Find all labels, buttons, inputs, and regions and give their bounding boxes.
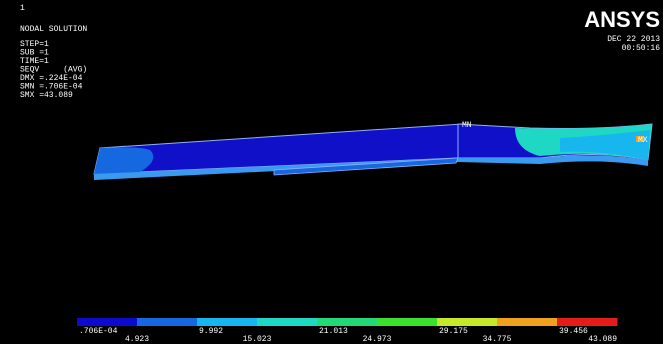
legend-swatch xyxy=(197,318,258,326)
date: DEC 22 2013 xyxy=(607,35,660,44)
result-title: NODAL SOLUTION xyxy=(20,25,87,34)
legend-label: 4.923 xyxy=(125,335,149,344)
legend-label: 34.775 xyxy=(483,335,512,344)
logo: ANSYS xyxy=(584,7,660,32)
ansys-viewport: 1 NODAL SOLUTION STEP=1SUB =1TIME=1SEQV … xyxy=(0,0,663,344)
max-marker: MX xyxy=(638,136,648,145)
window-number: 1 xyxy=(20,4,25,13)
legend-swatch xyxy=(377,318,438,326)
legend-label: 9.992 xyxy=(199,327,223,336)
legend-swatch xyxy=(257,318,318,326)
legend-label: 24.973 xyxy=(363,335,392,344)
legend-label: 39.456 xyxy=(559,327,588,336)
legend-label: 15.023 xyxy=(243,335,272,344)
legend-label: 43.089 xyxy=(588,335,617,344)
info-line: SMX =43.089 xyxy=(20,91,73,100)
legend-swatch xyxy=(77,318,138,326)
legend-swatch xyxy=(557,318,618,326)
legend-swatch xyxy=(317,318,378,326)
legend-swatch xyxy=(437,318,498,326)
legend-label: 21.013 xyxy=(319,327,348,336)
legend-swatch xyxy=(137,318,198,326)
min-marker: MN xyxy=(462,121,472,130)
time: 00:50:16 xyxy=(622,44,661,53)
legend-label: 29.175 xyxy=(439,327,468,336)
legend-swatch xyxy=(497,318,558,326)
color-legend: .706E-04 9.992 21.013 29.175 39.456 4.923 15.0… xyxy=(77,318,618,344)
legend-label: .706E-04 xyxy=(79,327,118,336)
model xyxy=(94,124,652,180)
